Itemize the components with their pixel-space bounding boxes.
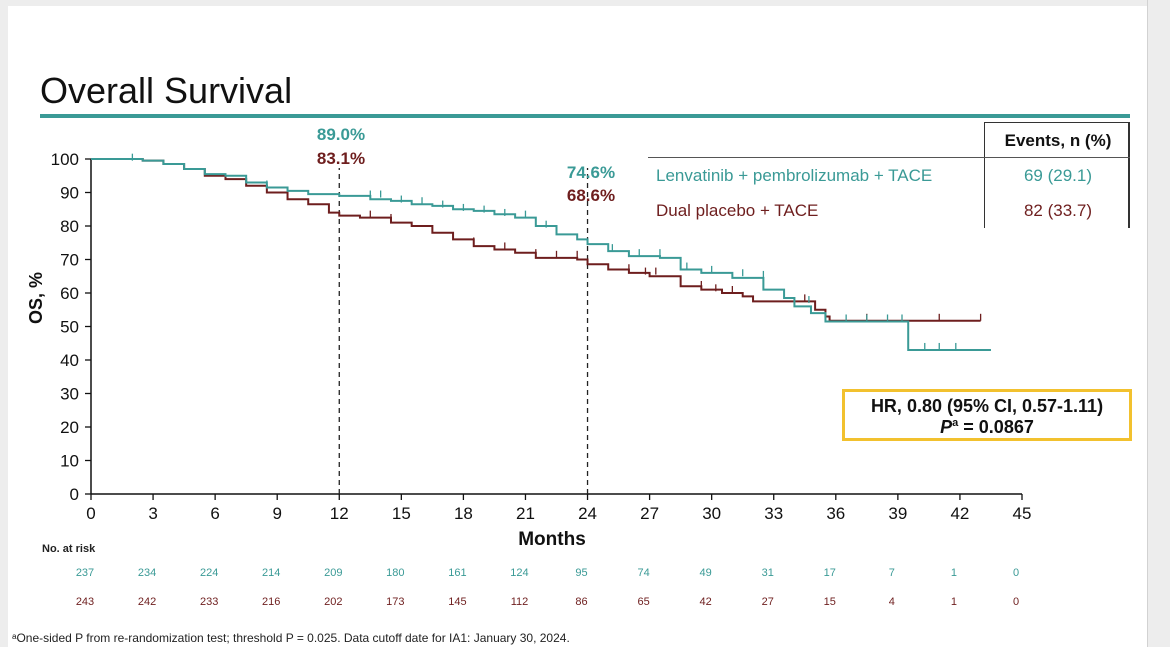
risk-placebo-24: 86 — [575, 596, 587, 608]
y-tick-label-40: 40 — [60, 351, 79, 370]
reference-lines — [338, 168, 589, 494]
y-tick-label-60: 60 — [60, 284, 79, 303]
risk-lenvatinib-39: 7 — [889, 567, 895, 579]
x-tick-label-15: 15 — [392, 504, 411, 523]
p-value: = 0.0867 — [958, 417, 1034, 437]
legend-column-divider — [984, 122, 985, 228]
risk-placebo-15: 173 — [386, 596, 404, 608]
x-tick-label-0: 0 — [86, 504, 95, 523]
risk-table-title: No. at risk — [42, 543, 96, 555]
x-tick-label-24: 24 — [578, 504, 597, 523]
frame-right — [1147, 0, 1170, 647]
risk-placebo-36: 15 — [824, 596, 836, 608]
risk-placebo-6: 233 — [200, 596, 218, 608]
risk-lenvatinib-18: 161 — [448, 567, 466, 579]
p-superscript: a — [952, 417, 959, 429]
x-tick-label-36: 36 — [826, 504, 845, 523]
risk-lenvatinib-30: 49 — [700, 567, 712, 579]
y-tick-label-100: 100 — [51, 150, 79, 169]
y-tick-label-20: 20 — [60, 418, 79, 437]
legend-table: Events, n (%) Lenvatinib + pembrolizumab… — [648, 122, 1130, 228]
x-tick-label-42: 42 — [950, 504, 969, 523]
p-value-text: Pa = 0.0867 — [940, 417, 1034, 437]
x-tick-label-6: 6 — [210, 504, 219, 523]
risk-lenvatinib-45: 0 — [1013, 567, 1019, 579]
y-axis-label: OS, % — [26, 272, 46, 324]
risk-lenvatinib-36: 17 — [824, 567, 836, 579]
annot-24m-placebo: 68.6% — [567, 186, 615, 205]
x-tick-label-39: 39 — [888, 504, 907, 523]
annot-12m-placebo: 83.1% — [317, 149, 365, 168]
y-tick-label-10: 10 — [60, 452, 79, 471]
risk-placebo-21: 112 — [511, 596, 529, 608]
risk-lenvatinib-6: 224 — [200, 567, 218, 579]
y-tick-label-90: 90 — [60, 184, 79, 203]
legend-header-border — [984, 122, 1130, 123]
risk-lenvatinib-12: 209 — [324, 567, 342, 579]
risk-lenvatinib-3: 234 — [138, 567, 156, 579]
risk-lenvatinib-24: 95 — [575, 567, 587, 579]
y-tick-label-70: 70 — [60, 251, 79, 270]
risk-placebo-45: 0 — [1013, 596, 1019, 608]
risk-placebo-9: 216 — [262, 596, 280, 608]
risk-placebo-18: 145 — [448, 596, 466, 608]
frame-top — [0, 0, 1170, 6]
legend-events-placebo: 82 (33.7) — [1023, 201, 1093, 220]
risk-placebo-27: 65 — [637, 596, 649, 608]
annot-24m-lenvatinib: 74.6% — [567, 163, 615, 182]
y-tick-label-80: 80 — [60, 217, 79, 236]
x-tick-label-21: 21 — [516, 504, 535, 523]
legend-header-separator — [648, 157, 1130, 158]
x-tick-label-18: 18 — [454, 504, 473, 523]
legend-name-lenvatinib: Lenvatinib + pembrolizumab + TACE — [656, 166, 933, 185]
risk-lenvatinib-0: 237 — [76, 567, 94, 579]
x-tick-label-3: 3 — [148, 504, 157, 523]
hazard-ratio-text: HR, 0.80 (95% CI, 0.57-1.11) — [870, 396, 1104, 416]
risk-lenvatinib-33: 31 — [762, 567, 774, 579]
risk-lenvatinib-15: 180 — [386, 567, 404, 579]
x-tick-label-33: 33 — [764, 504, 783, 523]
x-axis-label: Months — [518, 529, 586, 550]
x-tick-label-45: 45 — [1013, 504, 1032, 523]
legend-header: Events, n (%) — [1004, 131, 1112, 150]
risk-placebo-0: 243 — [76, 596, 94, 608]
title-rule — [40, 114, 1130, 118]
y-tick-label-0: 0 — [70, 485, 79, 504]
risk-lenvatinib-42: 1 — [951, 567, 957, 579]
risk-placebo-30: 42 — [700, 596, 712, 608]
axis-labels: OS, % Months — [26, 272, 586, 550]
legend-events-lenvatinib: 69 (29.1) — [1023, 166, 1093, 185]
risk-placebo-3: 242 — [138, 596, 156, 608]
x-tick-label-30: 30 — [702, 504, 721, 523]
milestone-annotations: 89.0% 83.1% 74.6% 68.6% — [317, 125, 615, 205]
y-tick-label-50: 50 — [60, 318, 79, 337]
frame-left — [0, 0, 8, 647]
risk-lenvatinib-27: 74 — [637, 567, 649, 579]
x-tick-label-27: 27 — [640, 504, 659, 523]
legend-name-placebo: Dual placebo + TACE — [656, 201, 819, 220]
series-layer — [91, 153, 991, 351]
x-tick-label-9: 9 — [272, 504, 281, 523]
risk-placebo-39: 4 — [889, 596, 895, 608]
y-tick-label-30: 30 — [60, 385, 79, 404]
hazard-ratio-box: HR, 0.80 (95% CI, 0.57-1.11) Pa = 0.0867 — [842, 389, 1132, 441]
legend-right-border — [1128, 122, 1130, 228]
risk-lenvatinib-9: 214 — [262, 567, 280, 579]
footnote: ᵃOne-sided P from re-randomization test;… — [12, 631, 570, 645]
km-curve-0 — [91, 158, 991, 351]
risk-table: 237 234 224 214 209 180 161 124 95 74 49 31 17 7 1 0 243… — [76, 567, 1019, 608]
risk-placebo-33: 27 — [762, 596, 774, 608]
x-tick-label-12: 12 — [330, 504, 349, 523]
axes: 0 3 6 9 12 15 18 21 24 27 30 33 36 39 42 45010203040506… — [51, 150, 1032, 523]
annot-12m-lenvatinib: 89.0% — [317, 125, 365, 144]
risk-placebo-42: 1 — [951, 596, 957, 608]
risk-placebo-12: 202 — [324, 596, 342, 608]
page-title: Overall Survival — [40, 70, 293, 111]
risk-lenvatinib-21: 124 — [510, 567, 528, 579]
